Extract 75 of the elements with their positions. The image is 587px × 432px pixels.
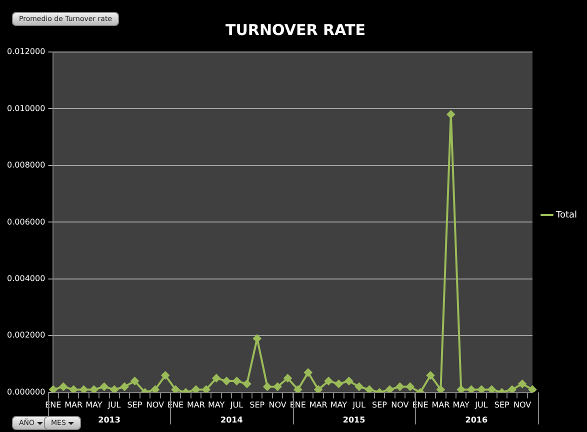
point [426, 371, 434, 380]
point [365, 386, 374, 392]
x-tick-label: MAY [208, 400, 225, 410]
point [90, 386, 98, 392]
point [59, 382, 68, 391]
point [528, 386, 536, 392]
y-tick-label: 0.008000 [7, 160, 46, 170]
point [274, 382, 282, 391]
point [304, 368, 312, 377]
x-tick-label: MAR [186, 400, 206, 410]
y-tick-label: 0.002000 [7, 330, 46, 340]
point [70, 386, 78, 392]
point [446, 110, 455, 118]
point [263, 382, 272, 391]
point [477, 386, 486, 392]
point [334, 380, 343, 388]
text: 2014 [220, 415, 244, 424]
x-tick-label: JUL [474, 400, 488, 410]
x-tick-label: JUL [107, 400, 122, 410]
point [436, 386, 445, 392]
point [457, 386, 466, 392]
point [161, 371, 170, 380]
point [406, 382, 414, 391]
chart-title: TURNOVER RATE [226, 20, 366, 39]
x-tick-label: NOV [146, 400, 164, 410]
point [120, 382, 129, 391]
x-tick-label: MAR [309, 400, 328, 410]
x-tick-label: JUL [352, 400, 366, 410]
x-tick-label: JUL [229, 400, 244, 410]
x-tick-label: MAY [452, 400, 470, 410]
y-tick-label: 0.012000 [7, 47, 46, 56]
point [130, 377, 139, 386]
text: 2016 [465, 415, 488, 424]
point [232, 377, 241, 386]
text: 2015 [342, 415, 366, 424]
legend-label: Total [554, 210, 578, 220]
point [242, 380, 251, 388]
y-tick-label: 0.010000 [7, 104, 46, 113]
point [518, 380, 526, 388]
x-tick-label: NOV [268, 400, 287, 410]
x-tick-label: SEP [250, 400, 265, 410]
x-tick-label: MAY [330, 400, 348, 410]
point [151, 386, 160, 392]
point [508, 386, 516, 392]
point [467, 386, 476, 392]
x-tick-label: MAY [86, 400, 102, 410]
point [110, 386, 118, 392]
x-tick-label: MAR [432, 400, 450, 410]
point [386, 386, 394, 392]
point [80, 386, 88, 392]
point [212, 374, 220, 382]
point [192, 386, 200, 392]
point [100, 382, 108, 391]
point [49, 386, 58, 392]
x-tick-label: SEP [494, 400, 510, 410]
point [202, 386, 210, 392]
y-tick-label: 0.006000 [7, 217, 46, 226]
point [344, 377, 353, 386]
x-tick-label: NOV [391, 400, 410, 410]
x-tick-label: NOV [513, 400, 532, 410]
point [324, 377, 333, 386]
point [355, 382, 364, 391]
point [488, 386, 496, 392]
point [222, 377, 231, 386]
y-tick-label: 0.004000 [7, 274, 46, 284]
x-tick-label: MAR [64, 400, 83, 410]
point [314, 386, 322, 392]
x-tick-label: SEP [372, 400, 388, 410]
x-tick-label: SEP [127, 400, 142, 410]
text: 2013 [98, 415, 120, 424]
point [284, 374, 292, 382]
point [294, 386, 302, 392]
point [172, 386, 180, 392]
y-tick-label: 0.000000 [7, 387, 46, 396]
point [396, 382, 404, 391]
